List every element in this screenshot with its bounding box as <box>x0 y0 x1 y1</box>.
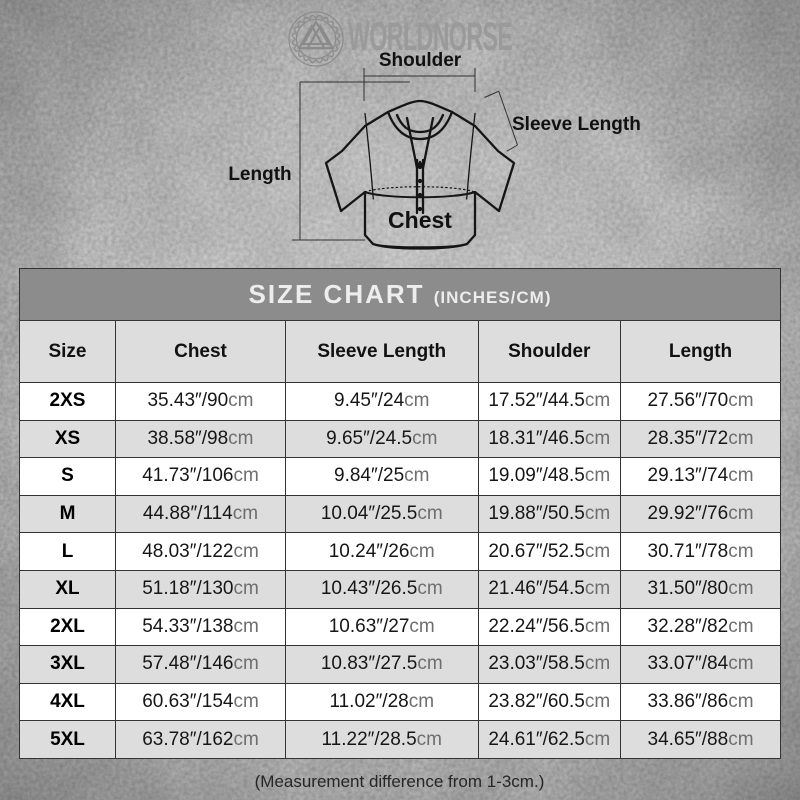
svg-text:Sleeve Length: Sleeve Length <box>512 114 641 135</box>
svg-text:Length: Length <box>228 164 291 185</box>
svg-text:Shoulder: Shoulder <box>379 50 462 71</box>
